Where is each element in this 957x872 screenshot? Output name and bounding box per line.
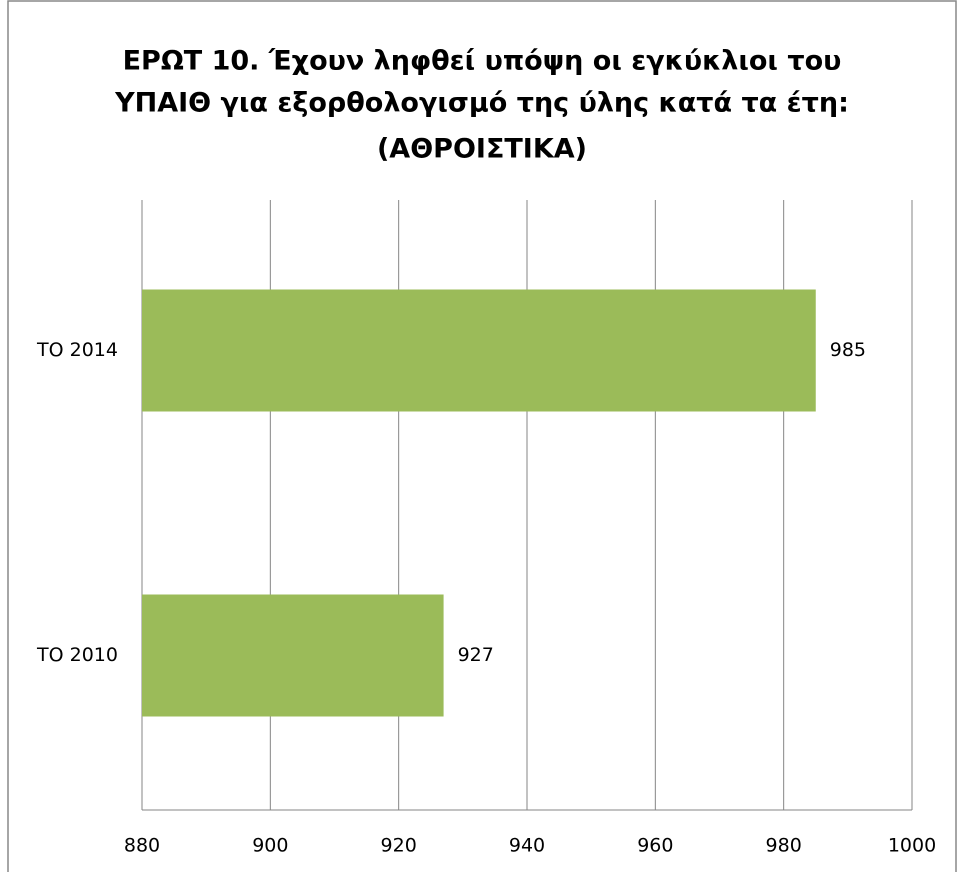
y-tick-label: ΤΟ 2010: [36, 644, 118, 666]
x-tick-label: 900: [252, 835, 288, 857]
chart-title: (ΑΘΡΟΙΣΤΙΚΑ): [377, 134, 587, 165]
x-tick-label: 920: [381, 835, 417, 857]
x-tick-label: 940: [509, 835, 545, 857]
bar: [142, 289, 816, 412]
x-tick-label: 1000: [888, 835, 936, 857]
bar: [142, 594, 444, 717]
data-label: 927: [458, 644, 494, 666]
x-tick-label: 880: [124, 835, 160, 857]
x-tick-label: 960: [637, 835, 673, 857]
y-tick-label: ΤΟ 2014: [36, 339, 118, 361]
chart-title: ΥΠΑΙΘ για εξορθολογισμό της ύλης κατά τα…: [114, 88, 849, 119]
chart-title: ΕΡΩΤ 10. Έχουν ληφθεί υπόψη οι εγκύκλιοι…: [123, 46, 842, 77]
data-label: 985: [830, 339, 866, 361]
chart-frame: [7, 0, 957, 872]
x-tick-label: 980: [766, 835, 802, 857]
